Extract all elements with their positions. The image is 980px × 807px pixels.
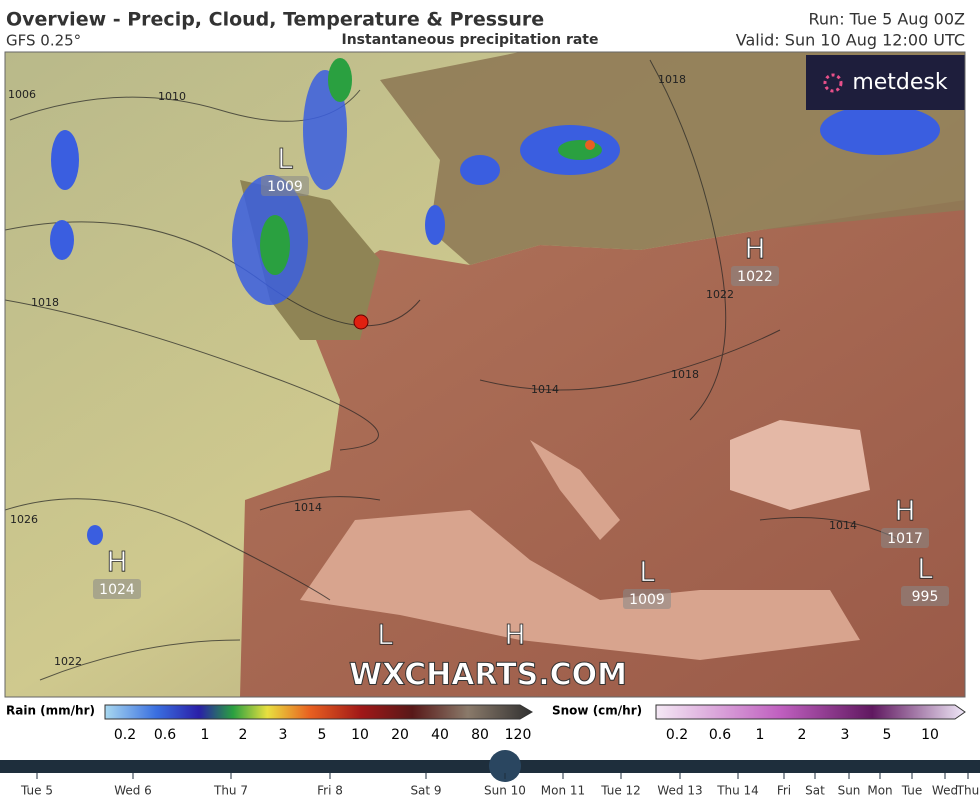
pressure-value: 1009: [629, 592, 665, 608]
timeline-label: Mon: [867, 784, 892, 798]
rain-tick-label: 0.6: [154, 727, 176, 743]
isobar-label: 1026: [10, 513, 38, 526]
timeline-label: Fri: [777, 784, 791, 798]
isobar-label: 1014: [531, 383, 559, 396]
rain-tick-label: 120: [505, 727, 532, 743]
pressure-value: 1017: [887, 531, 923, 547]
timeline-label: Tue: [901, 784, 923, 798]
pressure-value-box: [881, 528, 929, 548]
pressure-value: 995: [912, 589, 939, 605]
isobar-label: 1010: [158, 90, 186, 103]
pressure-value-box: [901, 586, 949, 606]
model: GFS 0.25°: [6, 32, 81, 50]
snow-tick-label: 0.6: [709, 727, 731, 743]
timeline-label: Mon 11: [541, 784, 585, 798]
rain-tick-label: 40: [431, 727, 449, 743]
logo-box: [806, 55, 965, 110]
rain-tick-label: 0.2: [114, 727, 136, 743]
snow-tick-label: 0.2: [666, 727, 688, 743]
pressure-symbol: H: [744, 232, 765, 265]
pressure-value: 1009: [267, 179, 303, 195]
snow-scale: [655, 704, 966, 720]
pressure-value-box: [93, 579, 141, 599]
map: 1006 1010 1018 1026 1022 1014 1014 1018 1022 1018…: [5, 52, 965, 697]
pressure-value-box: [623, 589, 671, 609]
pressure-value: 1024: [99, 582, 135, 598]
pressure-symbol: H: [504, 618, 525, 651]
pressure-symbol: L: [277, 142, 293, 175]
timeline-label: Sat: [805, 784, 825, 798]
timeline-label: Wed: [932, 784, 958, 798]
rain-legend-title: Rain (mm/hr): [6, 704, 95, 718]
pressure-value-box: [731, 266, 779, 286]
location-marker: [353, 314, 369, 330]
subtitle: Instantaneous precipitation rate: [342, 32, 599, 48]
logo: metdesk: [852, 70, 948, 95]
map-frame: [4, 51, 966, 698]
snow-tick-label: 5: [883, 727, 892, 743]
timeline-label: Thu 7: [213, 784, 248, 798]
isobar-label: 1014: [294, 501, 322, 514]
isobar-label: 1022: [54, 655, 82, 668]
rain-tick-label: 3: [279, 727, 288, 743]
run: Run: Tue 5 Aug 00Z: [809, 10, 966, 29]
rain-tick-label: 20: [391, 727, 409, 743]
snow-tick-label: 2: [798, 727, 807, 743]
snow-tick-label: 10: [921, 727, 939, 743]
timeline-label: Sun 10: [484, 784, 526, 798]
isobar-label: 1018: [658, 73, 686, 86]
timeline-label: Tue 12: [600, 784, 641, 798]
rain-tick-label: 80: [471, 727, 489, 743]
pressure-symbol: H: [106, 545, 127, 578]
pressure-symbol: L: [917, 552, 933, 585]
timeline-label: Wed 6: [114, 784, 152, 798]
isobar-label: 1006: [8, 88, 36, 101]
isobar-label: 1014: [829, 519, 857, 532]
valid: Valid: Sun 10 Aug 12:00 UTC: [736, 31, 965, 50]
timeline-label: Thu: [956, 784, 980, 798]
isobar-label: 1018: [31, 296, 59, 309]
precipitation: [50, 58, 940, 545]
timeline-knob[interactable]: [489, 750, 521, 782]
rain-tick-label: 10: [351, 727, 369, 743]
snow-tick-label: 3: [841, 727, 850, 743]
snow-tick-label: 1: [756, 727, 765, 743]
watermark: WXCHARTS.COM: [349, 658, 627, 693]
pressure-value: 1022: [737, 269, 773, 285]
timeline-label: Wed 13: [657, 784, 702, 798]
isobar-label: 1022: [706, 288, 734, 301]
timeline-label: Fri 8: [317, 784, 343, 798]
timeline-label: Sat 9: [410, 784, 441, 798]
pressure-symbol: L: [377, 618, 393, 651]
rain-tick-label: 2: [239, 727, 248, 743]
timeline-label: Sun: [838, 784, 861, 798]
snow-legend-title: Snow (cm/hr): [552, 704, 642, 718]
rain-tick-label: 1: [201, 727, 210, 743]
rain-scale: [104, 704, 533, 720]
pressure-symbol: H: [894, 494, 915, 527]
pressure-symbol: L: [639, 555, 655, 588]
timeline-label: Tue 5: [20, 784, 53, 798]
title: Overview - Precip, Cloud, Temperature & …: [6, 9, 544, 31]
rain-tick-label: 5: [318, 727, 327, 743]
pressure-value-box: [261, 176, 309, 196]
isobar-label: 1018: [671, 368, 699, 381]
timeline-label: Thu 14: [716, 784, 759, 798]
